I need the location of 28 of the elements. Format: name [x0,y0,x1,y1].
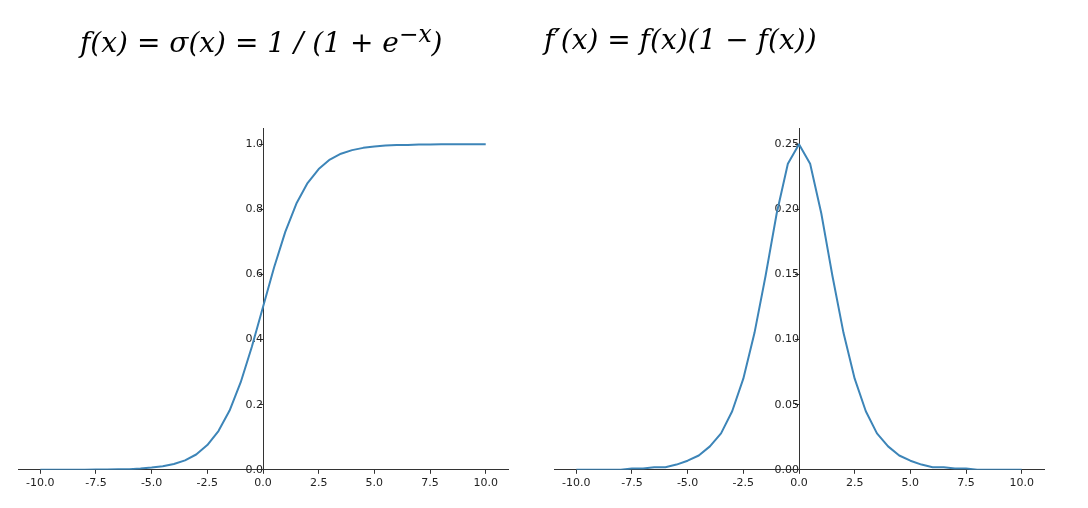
x-tick-label: 7.5 [957,476,975,490]
x-tick-label: 7.5 [421,476,439,490]
chart-title: f(x) = σ(x) = 1 / (1 + e$^{−x}$) [80,19,443,60]
y-tick-label: 0.8 [245,202,263,216]
x-tick-label: 10.0 [1009,476,1034,490]
x-tick-label: 0.0 [790,476,808,490]
x-tick-label: -7.5 [85,476,107,490]
x-tick-label: 10.0 [473,476,498,490]
x-tick-label: 0.0 [254,476,272,490]
x-tick-label: 5.0 [365,476,384,490]
x-tick-label: -10.0 [562,476,591,490]
x-tick-label: -2.5 [196,476,219,490]
x-tick-label: 2.5 [309,476,328,490]
x-tick-label: 5.0 [901,476,920,490]
x-tick-label: -7.5 [621,476,643,490]
x-tick-label: -2.5 [732,476,755,490]
y-tick-label: 1.0 [245,137,263,151]
y-tick-label: 0.25 [774,137,799,151]
y-tick-label: 0.05 [774,397,799,411]
x-tick-label: -10.0 [26,476,55,490]
y-tick-label: 0.6 [245,267,263,281]
chart-title: f′(x) = f(x)(1 − f(x)) [544,23,817,56]
y-tick-label: 0.2 [245,397,263,411]
x-tick-label: 2.5 [845,476,864,490]
y-tick-label: 0.15 [774,267,799,281]
x-tick-label: -5.0 [140,476,163,490]
x-tick-label: -5.0 [676,476,699,490]
y-tick-label: 0.10 [774,332,799,346]
